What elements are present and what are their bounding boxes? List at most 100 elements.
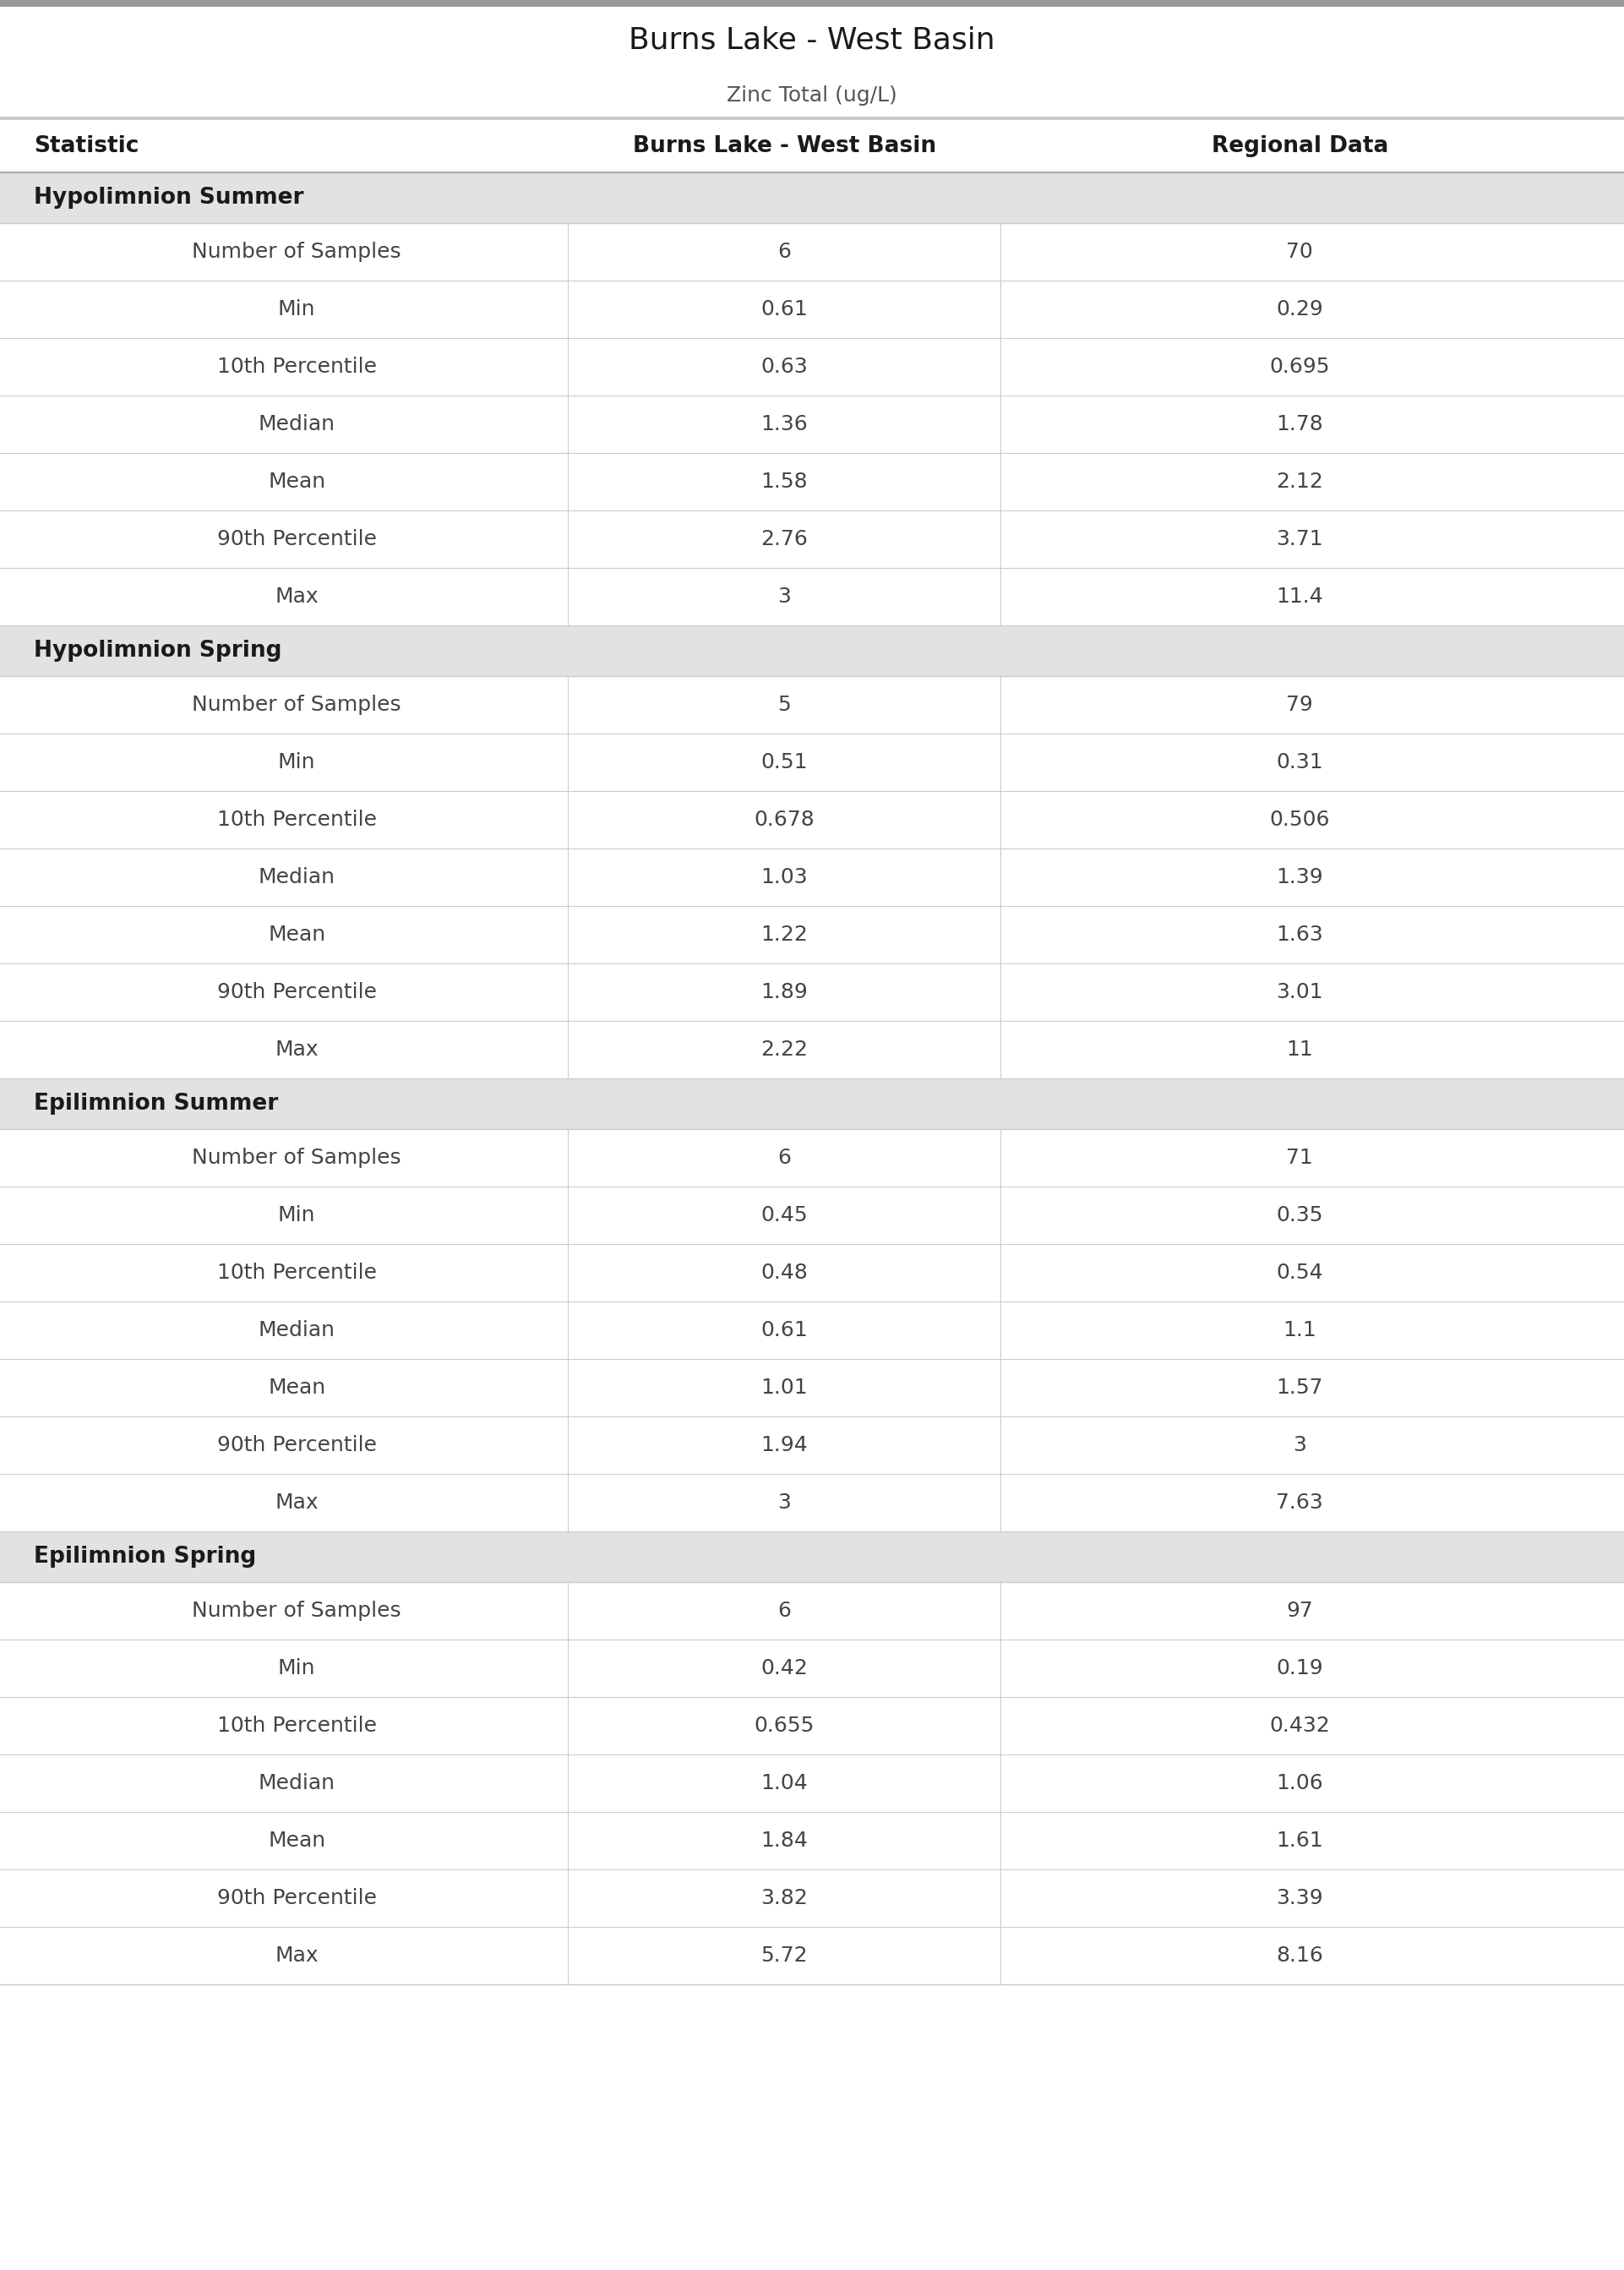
Text: 0.61: 0.61 bbox=[762, 300, 809, 320]
Text: 2.22: 2.22 bbox=[760, 1040, 809, 1060]
Bar bbox=[0, 733, 1624, 790]
Text: 90th Percentile: 90th Percentile bbox=[218, 529, 377, 549]
Text: Hypolimnion Spring: Hypolimnion Spring bbox=[34, 640, 283, 663]
Text: 3: 3 bbox=[1293, 1435, 1306, 1455]
Bar bbox=[0, 395, 1624, 454]
Bar bbox=[0, 1755, 1624, 1811]
Text: Max: Max bbox=[274, 1945, 318, 1966]
Bar bbox=[0, 1244, 1624, 1301]
Text: 5: 5 bbox=[778, 695, 791, 715]
Bar bbox=[0, 849, 1624, 906]
Text: 7.63: 7.63 bbox=[1276, 1491, 1324, 1512]
Bar bbox=[0, 1022, 1624, 1078]
Text: 0.29: 0.29 bbox=[1276, 300, 1324, 320]
Text: 0.61: 0.61 bbox=[762, 1321, 809, 1339]
Text: 6: 6 bbox=[778, 241, 791, 261]
Text: 1.61: 1.61 bbox=[1276, 1830, 1324, 1850]
Text: 1.22: 1.22 bbox=[762, 924, 809, 944]
Text: Statistic: Statistic bbox=[34, 136, 140, 157]
Text: Burns Lake - West Basin: Burns Lake - West Basin bbox=[628, 27, 996, 54]
Text: 90th Percentile: 90th Percentile bbox=[218, 983, 377, 1003]
Bar bbox=[0, 173, 1624, 222]
Text: 0.45: 0.45 bbox=[762, 1205, 809, 1226]
Text: 1.94: 1.94 bbox=[762, 1435, 809, 1455]
Bar bbox=[0, 568, 1624, 627]
Text: 1.06: 1.06 bbox=[1276, 1773, 1324, 1793]
Text: 0.54: 0.54 bbox=[1276, 1262, 1324, 1283]
Text: Median: Median bbox=[258, 1773, 335, 1793]
Bar bbox=[0, 338, 1624, 395]
Text: 3: 3 bbox=[778, 586, 791, 606]
Bar bbox=[0, 1870, 1624, 1927]
Text: 3.71: 3.71 bbox=[1276, 529, 1324, 549]
Text: 0.51: 0.51 bbox=[762, 751, 807, 772]
Text: Epilimnion Spring: Epilimnion Spring bbox=[34, 1546, 257, 1569]
Bar bbox=[0, 1532, 1624, 1582]
Text: Number of Samples: Number of Samples bbox=[192, 695, 401, 715]
Bar bbox=[0, 511, 1624, 568]
Bar bbox=[0, 1301, 1624, 1360]
Text: 0.42: 0.42 bbox=[762, 1657, 809, 1678]
Text: 97: 97 bbox=[1286, 1600, 1314, 1621]
Text: 2.76: 2.76 bbox=[762, 529, 809, 549]
Text: 90th Percentile: 90th Percentile bbox=[218, 1889, 377, 1909]
Text: 3: 3 bbox=[778, 1491, 791, 1512]
Text: 2.12: 2.12 bbox=[1276, 472, 1324, 493]
Text: 1.03: 1.03 bbox=[762, 867, 809, 888]
Bar bbox=[0, 222, 1624, 281]
Text: 0.695: 0.695 bbox=[1270, 356, 1330, 377]
Text: Min: Min bbox=[278, 300, 315, 320]
Bar bbox=[0, 116, 1624, 120]
Text: 0.31: 0.31 bbox=[1276, 751, 1324, 772]
Bar bbox=[0, 1927, 1624, 1984]
Bar bbox=[0, 281, 1624, 338]
Text: 0.35: 0.35 bbox=[1276, 1205, 1324, 1226]
Text: 3.39: 3.39 bbox=[1276, 1889, 1324, 1909]
Text: Hypolimnion Summer: Hypolimnion Summer bbox=[34, 186, 304, 209]
Bar bbox=[0, 1128, 1624, 1187]
Bar bbox=[0, 676, 1624, 733]
Bar bbox=[0, 1187, 1624, 1244]
Text: 10th Percentile: 10th Percentile bbox=[218, 810, 377, 831]
Bar bbox=[0, 1078, 1624, 1128]
Text: Max: Max bbox=[274, 1491, 318, 1512]
Bar bbox=[0, 1639, 1624, 1698]
Text: 1.57: 1.57 bbox=[1276, 1378, 1324, 1398]
Text: 0.655: 0.655 bbox=[754, 1716, 815, 1737]
Text: 10th Percentile: 10th Percentile bbox=[218, 1716, 377, 1737]
Text: Zinc Total (ug/L): Zinc Total (ug/L) bbox=[728, 86, 896, 107]
Text: 1.01: 1.01 bbox=[762, 1378, 809, 1398]
Text: 1.63: 1.63 bbox=[1276, 924, 1324, 944]
Text: 3.82: 3.82 bbox=[762, 1889, 809, 1909]
Text: Regional Data: Regional Data bbox=[1212, 136, 1389, 157]
Text: Mean: Mean bbox=[268, 1378, 325, 1398]
Text: 1.78: 1.78 bbox=[1276, 413, 1324, 434]
Text: 71: 71 bbox=[1286, 1149, 1314, 1169]
Text: Min: Min bbox=[278, 1205, 315, 1226]
Text: 90th Percentile: 90th Percentile bbox=[218, 1435, 377, 1455]
Text: Mean: Mean bbox=[268, 472, 325, 493]
Bar bbox=[0, 1582, 1624, 1639]
Bar bbox=[0, 1360, 1624, 1416]
Bar bbox=[0, 75, 1624, 116]
Text: Mean: Mean bbox=[268, 924, 325, 944]
Text: Number of Samples: Number of Samples bbox=[192, 1149, 401, 1169]
Text: 3.01: 3.01 bbox=[1276, 983, 1324, 1003]
Text: 1.36: 1.36 bbox=[762, 413, 809, 434]
Text: 1.39: 1.39 bbox=[1276, 867, 1324, 888]
Text: 1.58: 1.58 bbox=[762, 472, 809, 493]
Text: Max: Max bbox=[274, 1040, 318, 1060]
Text: 70: 70 bbox=[1286, 241, 1314, 261]
Text: Number of Samples: Number of Samples bbox=[192, 1600, 401, 1621]
Bar bbox=[0, 627, 1624, 676]
Bar bbox=[0, 1698, 1624, 1755]
Bar bbox=[0, 1416, 1624, 1473]
Text: 0.63: 0.63 bbox=[762, 356, 809, 377]
Bar bbox=[0, 962, 1624, 1022]
Text: 11.4: 11.4 bbox=[1276, 586, 1324, 606]
Text: 10th Percentile: 10th Percentile bbox=[218, 1262, 377, 1283]
Text: 5.72: 5.72 bbox=[762, 1945, 809, 1966]
Text: Epilimnion Summer: Epilimnion Summer bbox=[34, 1092, 278, 1115]
Text: Median: Median bbox=[258, 413, 335, 434]
Text: 1.89: 1.89 bbox=[762, 983, 809, 1003]
